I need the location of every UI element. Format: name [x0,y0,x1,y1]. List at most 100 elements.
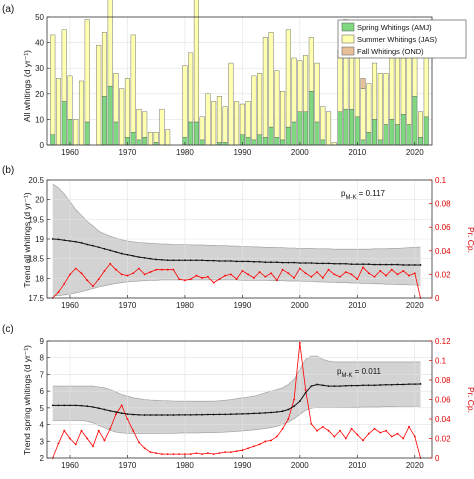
panel-b-trend-point-1969 [120,252,123,255]
panel-c-ytick-label-3: 5 [40,404,45,413]
panel-c-ytick-right-label-4: 0.08 [435,376,451,385]
bar-spring-2016 [389,119,395,146]
panel-c-prob-point-1990 [241,449,244,452]
panel-c-prob-point-2010 [356,433,359,436]
panel-c-xtick-label-1: 1970 [119,461,137,470]
panel-c-trend-point-2012 [367,384,370,387]
bar-summer-2004 [320,106,326,141]
bar-spring-2021 [418,137,424,146]
panel-c-prob-point-2012 [367,432,370,435]
panel-b-trend-point-1979 [178,259,181,262]
panel-c-trend-point-1967 [109,409,112,412]
panel-c-trend-point-2016 [390,383,393,386]
panel-b-trend-point-2003 [316,262,318,265]
panel-c-trend-point-1975 [155,414,158,416]
panel-b-trend-point-2020 [413,264,416,266]
panel-c-ytick-label-5: 7 [40,370,45,379]
panel-b-trend-point-1983 [201,259,204,262]
panel-b-trend-point-1970 [126,253,129,256]
panel-b-trend-point-1957 [51,238,54,240]
bar-spring-1998 [285,126,291,146]
bar-spring-1960 [67,119,73,146]
panel-c-ylabel: Trend spring whitings (d yr⁻¹) [22,345,32,455]
bar-summer-1966 [101,32,107,97]
bar-spring-2017 [395,124,401,146]
panel-b-trend-point-1993 [258,260,261,263]
bar-summer-1973 [142,111,148,138]
panel-b-trend-point-1977 [166,259,169,262]
panel-c-trend-point-1996 [275,411,278,413]
panel-b-trend-point-1965 [97,246,100,249]
bar-summer-2008 [343,19,349,110]
panel-b-prob-point-1975 [155,268,158,271]
panel-b-ytick-right-label-4: 0.08 [435,200,451,209]
panel-b-trend-point-2017 [396,263,399,266]
panel-c-xtick-label-6: 2020 [406,461,424,470]
panel-b-trend-point-1987 [224,260,227,262]
panel-b-trend-point-2019 [408,264,410,266]
panel-b-prob-point-1977 [166,268,169,271]
panel-c-trend-point-1969 [120,412,123,415]
panel-c-prob-point-2004 [321,425,324,428]
bar-summer-1991 [245,101,251,138]
panel-c-prob-point-1989 [235,450,238,453]
panel-c-trend-point-1965 [97,407,100,410]
panel-b-trend-point-1958 [57,238,60,241]
panel-c-prob-point-1964 [92,445,94,448]
bar-summer-2018 [400,57,406,115]
panel-b-trend-point-1966 [103,247,106,250]
panel-c-xtick-label-4: 2000 [291,461,309,470]
panel-b-prob-point-2018 [402,269,405,272]
panel-c-prob-point-1997 [281,427,284,430]
panel-c-trend-point-1993 [258,412,261,415]
panel-b-trend-point-2010 [356,263,359,266]
bar-spring-2003 [314,121,320,146]
bar-spring-1982 [193,121,199,146]
bar-spring-2013 [372,119,378,146]
panel-c-uncertainty-band [52,356,421,434]
panel-c-prob-point-2015 [385,429,387,432]
panel-a-xtick-label-2: 1980 [176,148,194,157]
panel-c-trend-point-1985 [212,413,215,416]
panel-c-prob-point-1973 [143,447,146,450]
panel-c-trend-point-2010 [356,384,359,387]
panel-c-trend-point-2001 [304,391,307,394]
panel-c-prob-point-2003 [316,429,318,432]
panel-b-prob-point-1985 [212,281,215,284]
bar-summer-1995 [268,32,274,128]
panel-b-trend-point-1986 [218,260,221,262]
panel-c-trend-point-1992 [252,412,255,415]
bar-summer-1985 [211,101,217,146]
bar-summer-1977 [165,129,171,146]
panel-c-band-lower [52,405,421,434]
bar-summer-1980 [182,65,188,138]
panel-b-prob-point-1976 [161,268,163,271]
panel-c-prob-point-2018 [402,437,405,440]
bar-summer-2021 [418,111,424,138]
panel-c-trend-point-1997 [281,410,284,413]
legend-swatch-spring [341,22,355,32]
bar-summer-1990 [239,103,245,135]
bar-spring-2002 [308,91,314,146]
panel-b-prob-point-2011 [362,266,364,269]
panel-b-prob-point-1988 [229,273,232,276]
panel-c-prob-point-2005 [327,429,330,432]
panel-c-prob-point-1968 [115,413,117,416]
bar-summer-1986 [216,96,222,143]
bar-spring-1993 [257,134,263,146]
bar-spring-2011 [360,139,366,146]
bar-summer-2003 [314,62,320,123]
panel-c-prob-point-1982 [195,452,198,455]
panel-b-xtick-label-2: 1980 [176,301,194,310]
panel-b-prob-point-1999 [293,277,295,279]
panel-b-trend-point-2004 [321,262,324,265]
panel-b-prob-point-2000 [298,267,301,270]
panel-c-prob-point-1960 [69,437,71,440]
panel-c-ytick-label-1: 3 [40,437,45,446]
panel-c-prob-point-1965 [97,429,100,432]
panel-c-trend-point-1972 [138,413,140,416]
panel-a-ytick-label-0: 0 [40,141,45,150]
bar-summer-1981 [188,52,194,123]
panel-c-prob-point-1969 [120,404,123,407]
